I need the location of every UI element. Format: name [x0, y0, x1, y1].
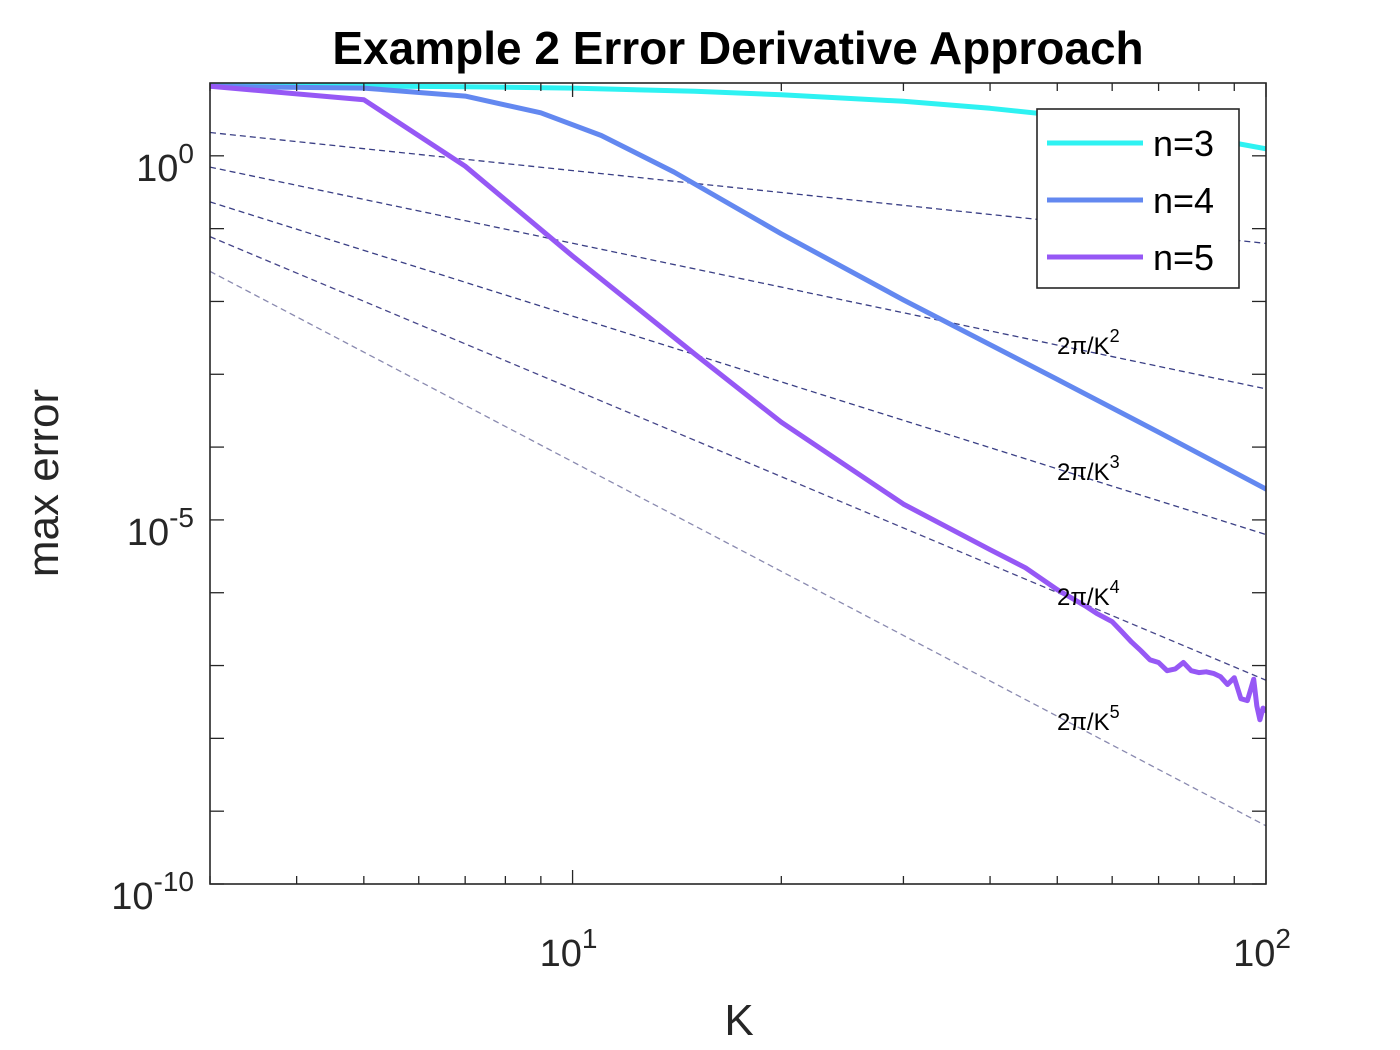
y-tick-label: 10-10	[111, 866, 194, 918]
reference-label-p4: 2π/K4	[1057, 577, 1120, 611]
legend: n=3 n=4 n=5	[1036, 108, 1240, 289]
reference-label-p5: 2π/K5	[1057, 702, 1120, 736]
legend-entry: n=5	[1153, 237, 1214, 278]
x-tick-label: 101	[540, 923, 598, 975]
plot-area: 2π/K2 2π/K3 2π/K4 2π/K5	[210, 83, 1266, 827]
x-axis-label: K	[724, 996, 753, 1045]
y-tick-label: 100	[136, 138, 194, 190]
legend-entry: n=3	[1153, 123, 1214, 164]
y-tick-label: 10-5	[127, 502, 194, 554]
x-tick-label: 102	[1233, 923, 1291, 975]
reference-line-p3	[210, 201, 1266, 536]
axis-ticks: 101 102 100 10-5 10-10	[111, 83, 1291, 975]
axes-box	[209, 82, 1267, 885]
y-axis-label: max error	[19, 389, 68, 577]
legend-entry: n=4	[1153, 180, 1214, 221]
chart-title: Example 2 Error Derivative Approach	[332, 22, 1143, 74]
reference-label-p3: 2π/K3	[1057, 452, 1120, 486]
reference-label-p2: 2π/K2	[1057, 326, 1120, 360]
series-line-n=5	[210, 83, 1266, 723]
series-line-n=4	[210, 83, 1266, 492]
reference-line-p5	[210, 270, 1266, 827]
